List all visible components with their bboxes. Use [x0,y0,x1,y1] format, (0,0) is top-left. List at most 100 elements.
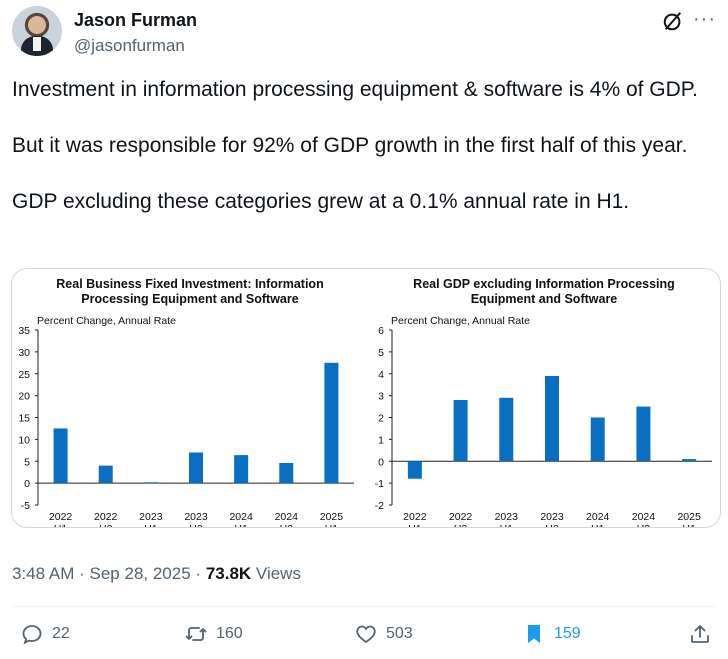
chart-xtick-label: 2022 [94,511,118,523]
chart-xtick-label: 2024 [632,511,656,523]
chart-xtick-label: H1 [591,523,605,527]
chart-ytick-label: 0 [24,478,30,490]
like-button[interactable]: 503 [354,622,413,646]
chart-ytick-label: 1 [378,434,384,446]
chart-xtick-label: H2 [545,523,559,527]
chart-xtick-label: 2025 [677,511,701,523]
bookmark-count: 159 [554,625,581,642]
chart-ytick-label: 30 [18,347,30,359]
chart-bar [545,375,559,462]
chart-xtick-label: 2025 [320,511,344,523]
meta-separator: · [195,564,202,583]
views-count: 73.8K [205,564,252,583]
grok-icon[interactable] [662,10,684,32]
chart-ytick-label: 10 [18,434,30,446]
chart-ytick-label: 25 [18,369,30,381]
tweet-header: Jason Furman @jasonfurman ··· [12,6,716,58]
chart-ytick-label: 0 [378,456,384,468]
repost-count: 160 [216,625,243,642]
chart-xtick-label: 2024 [229,511,253,523]
tweet-paragraph: But it was responsible for 92% of GDP gr… [12,134,688,157]
more-icon[interactable]: ··· [693,8,716,30]
chart-ytick-label: 4 [378,369,384,381]
chart-bar [279,463,294,484]
chart-title: Real GDP excluding Information Processin… [413,277,675,291]
chart-ytick-label: 20 [18,391,30,403]
avatar[interactable] [12,6,62,56]
like-icon [356,625,376,644]
chart-ytick-label: 6 [378,325,384,337]
tweet-paragraph: GDP excluding these categories grew at a… [12,190,630,213]
chart-ylabel: Percent Change, Annual Rate [391,315,530,327]
chart-xtick-label: 2024 [586,511,610,523]
chart-title: Processing Equipment and Software [81,292,298,306]
charts-image: Real Business Fixed Investment: Informat… [18,277,712,527]
meta-separator: · [79,564,85,583]
chart-ytick-label: 5 [378,347,384,359]
chart-xtick-label: H2 [189,523,203,527]
chart-bar [590,417,605,462]
chart-ytick-label: 5 [24,456,30,468]
chart-xtick-label: H2 [280,523,294,527]
chart-xtick-label: H1 [144,523,158,527]
chart-bar [53,428,68,484]
chart-bar [407,461,422,479]
chart-xtick-label: H2 [454,523,468,527]
chart-ytick-label: 35 [18,325,30,337]
tweet-time[interactable]: 3:48 AM [12,564,75,583]
chart-ytick-label: 2 [378,413,384,425]
chart-title: Equipment and Software [471,292,618,306]
chart-bar [189,452,203,484]
chart-ylabel: Percent Change, Annual Rate [37,315,176,327]
chart-ytick-label: 3 [378,391,384,403]
reply-button[interactable]: 22 [20,622,70,646]
repost-button[interactable]: 160 [184,622,243,646]
tweet-meta: 3:48 AM · Sep 28, 2025 · 73.8K Views [12,564,301,584]
chart-bar [324,362,339,484]
chart-bar [143,482,158,484]
chart-ytick-label: -2 [375,500,384,512]
tweet-text: Investment in information processing equ… [12,76,716,244]
chart-bar [636,406,651,462]
chart-xtick-label: 2023 [495,511,519,523]
chart-xtick-label: 2023 [139,511,163,523]
chart-xtick-label: H1 [54,523,68,527]
views-label: Views [255,564,301,583]
chart-xtick-label: H1 [234,523,248,527]
chart-xtick-label: H1 [682,523,696,527]
author-handle[interactable]: @jasonfurman [74,36,185,55]
tweet-paragraph: Investment in information processing equ… [12,78,698,101]
chart-bar [453,400,468,462]
chart-ytick-label: -1 [375,478,384,490]
chart-ytick-label: 15 [18,413,30,425]
chart-bar [499,397,514,462]
avatar-shirt [33,37,41,51]
chart-bar [682,459,697,462]
share-button[interactable] [688,622,712,646]
divider [12,606,716,607]
chart-title: Real Business Fixed Investment: Informat… [56,277,323,291]
chart-xtick-label: 2022 [449,511,473,523]
chart-xtick-label: 2024 [275,511,299,523]
chart-bar [98,465,113,484]
chart-xtick-label: H1 [408,523,422,527]
bookmark-icon [528,625,540,643]
like-count: 503 [386,625,413,642]
chart-xtick-label: H1 [325,523,339,527]
chart-xtick-label: H1 [500,523,514,527]
chart-xtick-label: 2023 [184,511,208,523]
tweet-date[interactable]: Sep 28, 2025 [89,564,191,583]
bookmark-button[interactable]: 159 [522,622,581,646]
tweet-media[interactable]: Real Business Fixed Investment: Informat… [11,268,721,528]
action-bar: 22 160 503 159 [12,622,716,652]
repost-icon [185,627,207,641]
chart-xtick-label: 2022 [403,511,427,523]
reply-count: 22 [52,625,70,642]
reply-icon [22,625,42,645]
share-icon [691,625,709,643]
chart-xtick-label: H2 [99,523,113,527]
chart-xtick-label: H2 [637,523,651,527]
author-name[interactable]: Jason Furman [74,10,198,30]
chart-bar [234,455,249,484]
chart-ytick-label: -5 [21,500,30,512]
